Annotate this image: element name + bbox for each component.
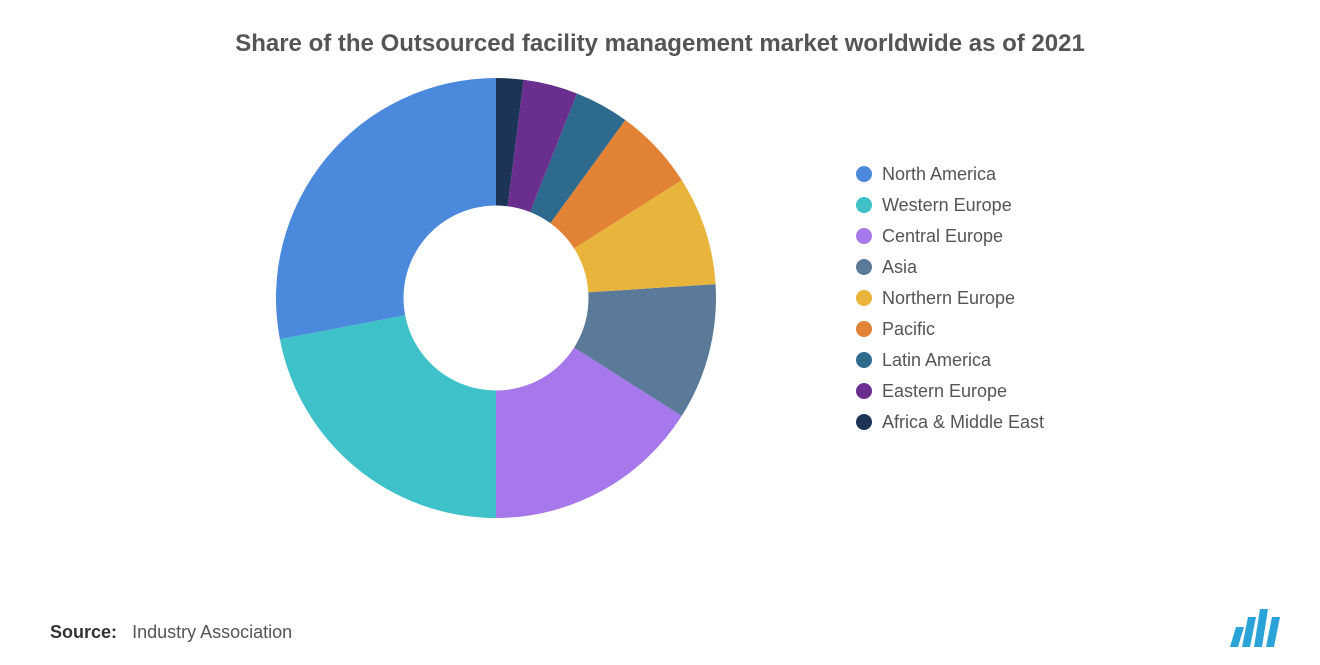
legend-label: Africa & Middle East (882, 412, 1044, 433)
source-label: Source: (50, 622, 117, 642)
legend-label: Central Europe (882, 226, 1003, 247)
legend-swatch (856, 383, 872, 399)
legend-swatch (856, 228, 872, 244)
legend-item: North America (856, 164, 1044, 185)
logo-bar-icon (1254, 609, 1268, 647)
source-text: Industry Association (132, 622, 292, 642)
legend-swatch (856, 290, 872, 306)
legend-item: Eastern Europe (856, 381, 1044, 402)
legend-swatch (856, 166, 872, 182)
legend-label: Eastern Europe (882, 381, 1007, 402)
logo-bar-icon (1266, 617, 1280, 647)
brand-logo (1230, 607, 1290, 647)
legend-swatch (856, 259, 872, 275)
donut-hole (404, 206, 589, 391)
donut-chart (276, 78, 716, 518)
legend-label: Latin America (882, 350, 991, 371)
legend-item: Asia (856, 257, 1044, 278)
legend-swatch (856, 414, 872, 430)
chart-container: Share of the Outsourced facility managem… (0, 0, 1320, 665)
source-line: Source: Industry Association (50, 622, 292, 643)
legend-item: Pacific (856, 319, 1044, 340)
legend-item: Latin America (856, 350, 1044, 371)
legend-item: Northern Europe (856, 288, 1044, 309)
donut-svg (276, 78, 716, 518)
legend-label: Pacific (882, 319, 935, 340)
legend-swatch (856, 352, 872, 368)
legend-label: North America (882, 164, 996, 185)
chart-title: Share of the Outsourced facility managem… (0, 0, 1320, 68)
mi-logo-icon (1230, 607, 1290, 647)
logo-bar-icon (1242, 617, 1256, 647)
legend-label: Asia (882, 257, 917, 278)
legend: North America Western Europe Central Europ… (856, 164, 1044, 433)
chart-row: North America Western Europe Central Europ… (0, 78, 1320, 518)
legend-label: Northern Europe (882, 288, 1015, 309)
logo-bar-icon (1230, 627, 1244, 647)
legend-item: Central Europe (856, 226, 1044, 247)
legend-swatch (856, 197, 872, 213)
legend-item: Africa & Middle East (856, 412, 1044, 433)
legend-label: Western Europe (882, 195, 1012, 216)
legend-swatch (856, 321, 872, 337)
legend-item: Western Europe (856, 195, 1044, 216)
